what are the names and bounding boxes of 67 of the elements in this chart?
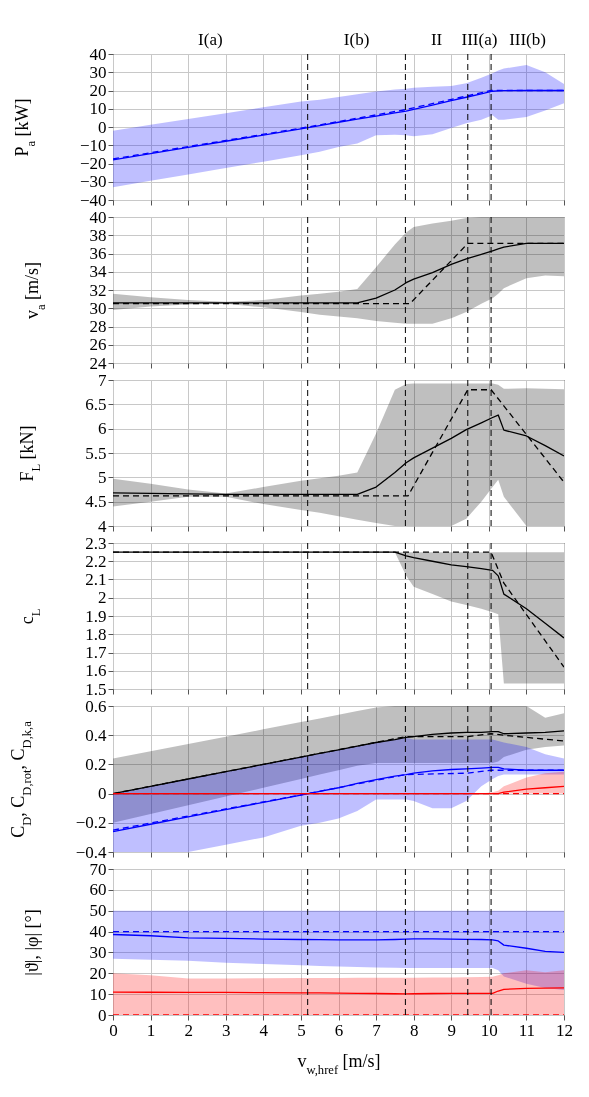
y-tick-label: 32 [89,280,107,300]
y-tick-label: −10 [79,135,107,155]
y-tick-label: 30 [89,942,107,962]
y-tick-label: 0 [98,117,107,137]
y-tick-label: 60 [89,880,107,900]
y-tick-label: −0.2 [75,813,107,833]
y-tick-label: 5.5 [85,443,107,463]
x-tick-label: 11 [518,1020,536,1040]
y-tick-label: 0 [98,784,107,804]
x-tick-label: 9 [447,1020,456,1040]
y-tick-label: 20 [89,81,107,100]
y-tick-label: 36 [89,244,107,263]
y-tick-label: 7 [98,370,107,390]
x-axis-title: v$_{w,href}$ [m/s] [297,1050,381,1077]
text: I(b) [343,30,370,49]
y-tick-label: 70 [89,859,107,879]
y-tick-label: 1.9 [85,606,107,626]
y-tick-label: 4 [98,516,107,536]
y-tick-label: 28 [89,317,107,336]
x-tick-label: 2 [184,1020,193,1040]
y-tick-label: 1.8 [85,624,107,644]
y-tick-label: 0.2 [85,754,107,774]
y-tick-label: −40 [79,190,107,210]
text: II [430,30,443,49]
y-tick-label: 38 [89,225,107,245]
y-tick-label: 2.1 [85,570,107,589]
x-tick-label: 10 [480,1020,498,1040]
text: III(a) [461,30,498,49]
y-tick-label: 2.2 [85,551,107,571]
y-tick-label: 26 [89,335,107,355]
y-tick-label: 34 [89,262,107,282]
y-axis-title: |ϑ|, |φ| [°] [21,909,42,976]
x-tick-label: 7 [372,1020,382,1040]
y-tick-label: 1.6 [85,661,107,681]
y-tick-label: 2 [98,588,107,608]
y-tick-label: 30 [89,62,107,82]
y-tick-label: 10 [89,984,107,1004]
x-tick-label: 6 [334,1020,344,1040]
y-tick-label: 40 [89,207,107,227]
y-tick-label: 24 [89,353,107,373]
y-tick-label: 1.7 [85,643,107,662]
x-tick-label: 1 [146,1020,156,1040]
y-tick-label: 0.4 [85,725,107,745]
text: III(b) [509,30,546,49]
y-tick-label: 40 [89,922,107,942]
y-tick-label: 40 [89,44,107,64]
y-tick-label: −30 [79,172,107,192]
y-tick-label: 6.5 [85,394,107,414]
x-tick-label: 3 [222,1020,231,1040]
x-tick-label: 5 [297,1020,306,1040]
x-tick-label: 12 [556,1020,573,1040]
y-tick-label: 0 [98,1005,107,1025]
y-tick-label: 2.3 [85,533,107,553]
y-tick-label: −0.4 [75,842,107,862]
y-tick-label: 10 [89,99,107,119]
y-tick-label: 0.6 [85,696,107,716]
x-tick-label: 4 [259,1020,269,1040]
x-tick-label: 8 [409,1020,419,1040]
y-tick-label: 20 [89,963,107,983]
text: I(a) [198,30,223,49]
y-tick-label: 1.5 [85,679,107,699]
y-tick-label: 6 [98,419,107,439]
y-tick-label: 50 [89,901,107,921]
y-tick-label: 5 [98,467,107,487]
y-tick-label: 30 [89,298,107,318]
y-tick-label: −20 [79,154,107,173]
y-tick-label: 4.5 [85,492,107,512]
